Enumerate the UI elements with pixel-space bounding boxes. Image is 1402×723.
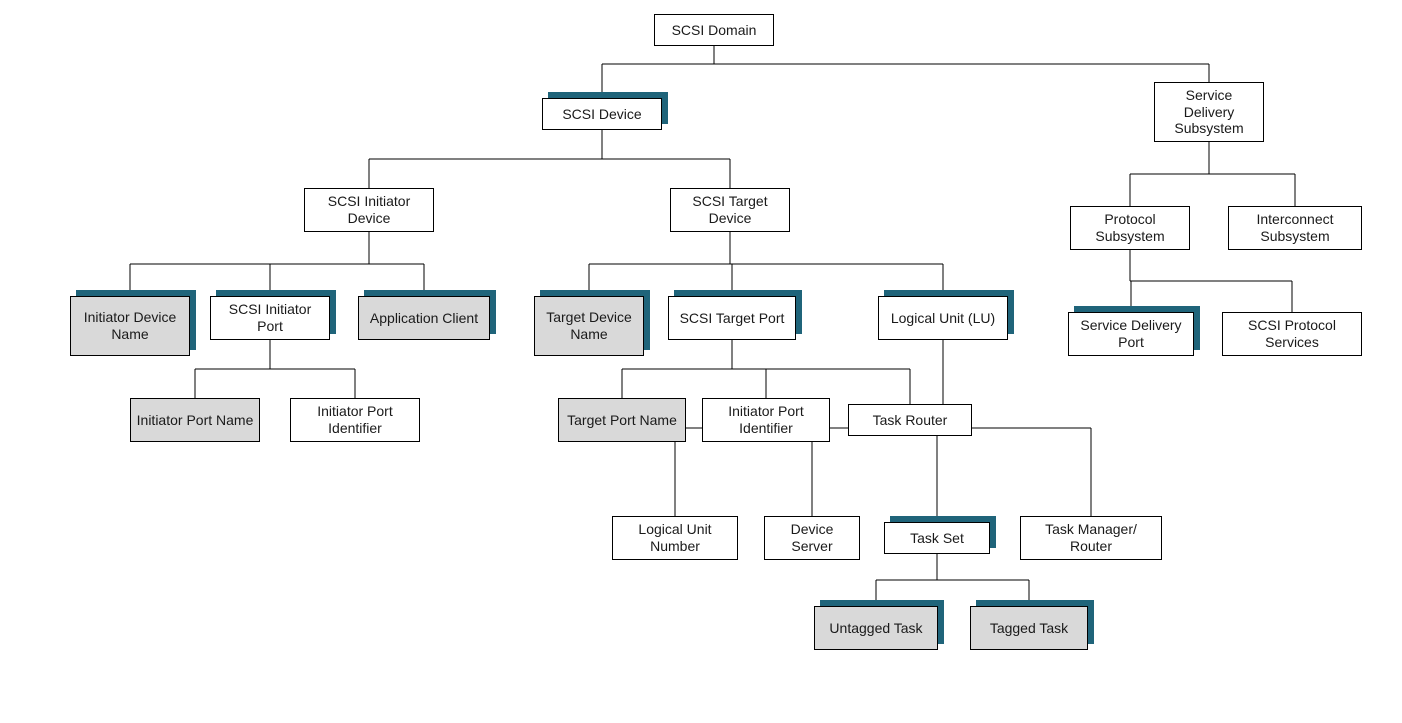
node-scsi-protocol-services: SCSI Protocol Services <box>1222 312 1362 356</box>
node-logical-unit-number: Logical Unit Number <box>612 516 738 560</box>
node-tagged-task: Tagged Task <box>970 606 1088 650</box>
node-logical-unit: Logical Unit (LU) <box>878 296 1008 340</box>
node-scsi-initiator-device: SCSI Initiator Device <box>304 188 434 232</box>
node-service-delivery-subsystem: Service Delivery Subsystem <box>1154 82 1264 142</box>
node-untagged-task: Untagged Task <box>814 606 938 650</box>
node-initiator-port-identifier: Initiator Port Identifier <box>290 398 420 442</box>
node-target-port-name: Target Port Name <box>558 398 686 442</box>
node-task-set: Task Set <box>884 522 990 554</box>
node-initiator-device-name: Initiator Device Name <box>70 296 190 356</box>
diagram-canvas: SCSI Domain SCSI Device Service Delivery S… <box>0 0 1402 723</box>
node-scsi-domain: SCSI Domain <box>654 14 774 46</box>
node-application-client: Application Client <box>358 296 490 340</box>
node-task-manager-router: Task Manager/ Router <box>1020 516 1162 560</box>
node-interconnect-subsystem: Interconnect Subsystem <box>1228 206 1362 250</box>
node-service-delivery-port: Service Delivery Port <box>1068 312 1194 356</box>
node-initiator-port-name: Initiator Port Name <box>130 398 260 442</box>
node-scsi-initiator-port: SCSI Initiator Port <box>210 296 330 340</box>
node-initiator-port-identifier-2: Initiator Port Identifier <box>702 398 830 442</box>
node-scsi-device: SCSI Device <box>542 98 662 130</box>
node-device-server: Device Server <box>764 516 860 560</box>
node-task-router: Task Router <box>848 404 972 436</box>
node-target-device-name: Target Device Name <box>534 296 644 356</box>
node-scsi-target-device: SCSI Target Device <box>670 188 790 232</box>
node-scsi-target-port: SCSI Target Port <box>668 296 796 340</box>
node-protocol-subsystem: Protocol Subsystem <box>1070 206 1190 250</box>
